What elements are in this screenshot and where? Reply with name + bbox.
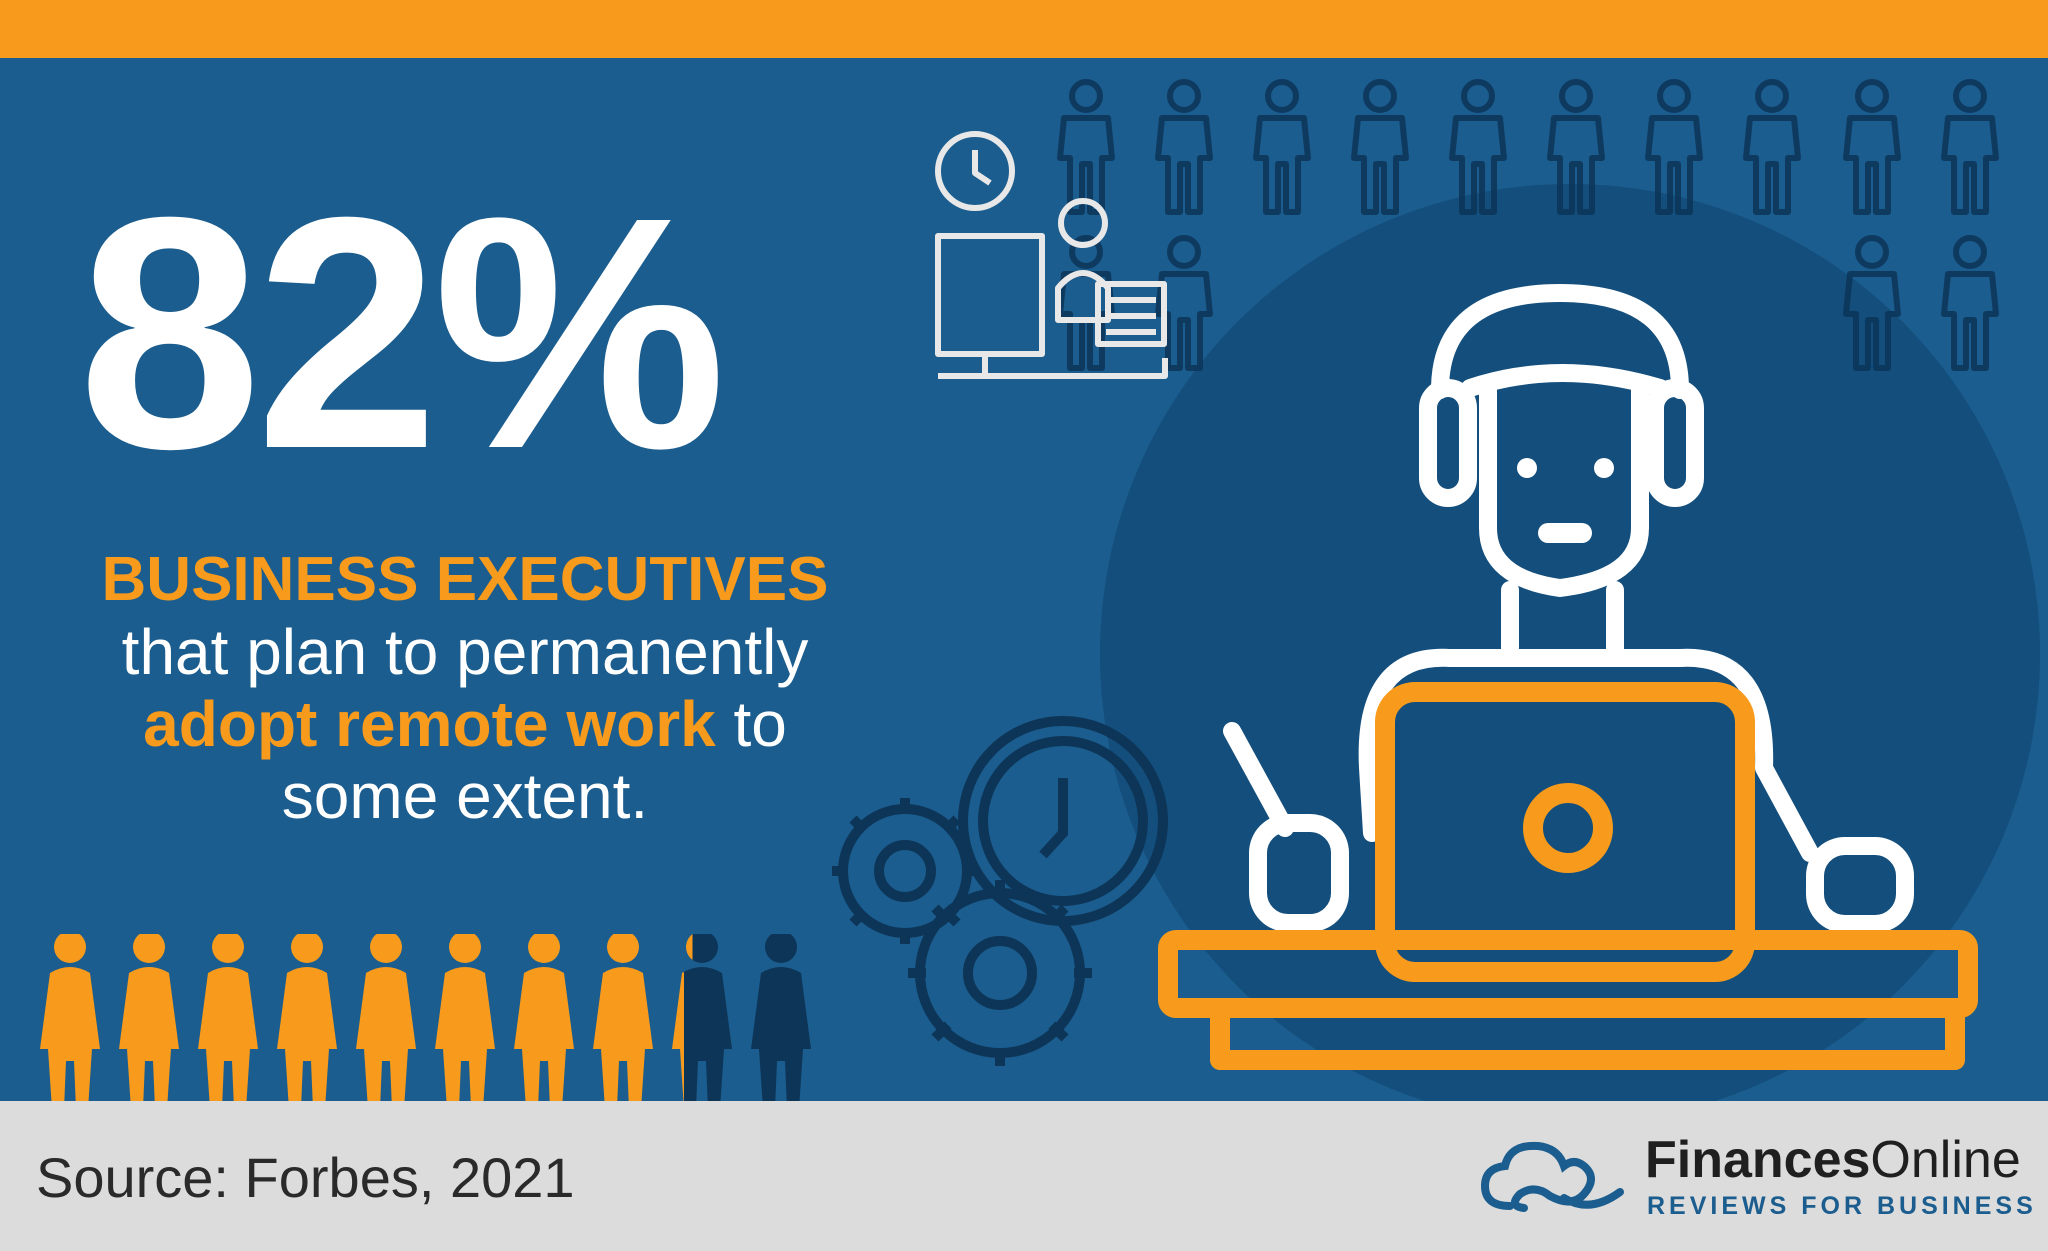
person-icon xyxy=(514,934,574,1101)
people-row xyxy=(40,934,811,1101)
headset-worker-icon xyxy=(1158,284,1978,1070)
headline-line-3: adopt remote work to xyxy=(40,688,890,760)
headline: BUSINESS EXECUTIVES that plan to permane… xyxy=(40,544,890,832)
person-icon xyxy=(593,934,653,1101)
person-icon xyxy=(277,934,337,1101)
person-icon xyxy=(672,934,732,1101)
person-icon xyxy=(356,934,416,1101)
background-people-grid xyxy=(832,58,2048,1070)
headline-accent: BUSINESS EXECUTIVES xyxy=(101,545,829,614)
person-icon xyxy=(751,934,811,1101)
cloud-logo-icon xyxy=(1480,1141,1624,1212)
headline-line-2: that plan to permanently xyxy=(121,616,809,688)
person-icon xyxy=(40,934,100,1101)
laptop-icon xyxy=(1375,682,1755,982)
footer xyxy=(0,1101,2048,1251)
brand-tagline: REVIEWS FOR BUSINESS xyxy=(1647,1192,2037,1220)
headline-highlight: adopt remote work xyxy=(143,688,716,760)
person-icon xyxy=(119,934,179,1101)
headline-line-4: some extent. xyxy=(281,760,649,832)
person-icon xyxy=(435,934,495,1101)
workstation-icon xyxy=(935,131,1168,379)
infographic-panel: 82% BUSINESS EXECUTIVES that plan to per… xyxy=(0,58,2048,1101)
top-accent-bar xyxy=(0,0,2048,58)
brand-name: FinancesOnline xyxy=(1645,1131,2021,1189)
person-icon xyxy=(198,934,258,1101)
financesonline-logo: FinancesOnline REVIEWS FOR BUSINESS xyxy=(1480,1128,2033,1228)
source-citation: Source: Forbes, 2021 xyxy=(36,1146,575,1209)
stat-percentage: 82% xyxy=(78,148,726,517)
headline-line-3-rest: to xyxy=(715,688,787,760)
gears-icon xyxy=(832,716,1168,1066)
